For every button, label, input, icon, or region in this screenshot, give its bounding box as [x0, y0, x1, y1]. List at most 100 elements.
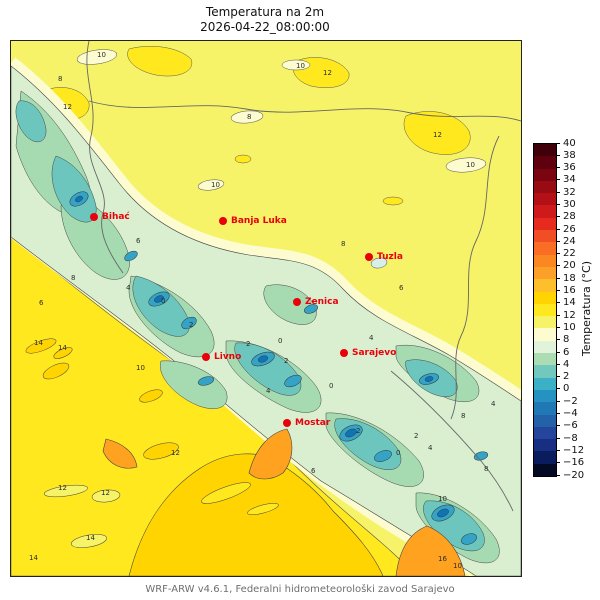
- colorbar-segment: [534, 230, 556, 243]
- contour-label: 8: [461, 412, 465, 420]
- colorbar-tick: 12: [556, 309, 576, 321]
- contour-label: 4: [126, 284, 131, 292]
- closed-contours-sw: [43, 484, 121, 548]
- colorbar-axis-label: Temperatura (°C): [579, 261, 593, 357]
- colorbar-ticks: 40 38 36 34 32 30 28 26 24 22 20 18 16 14 12 10 8 6 4 2 0 −2−…: [556, 138, 596, 481]
- colorbar-tick: 38: [556, 149, 576, 161]
- city-label: Bihać: [102, 211, 130, 222]
- contour-label: 0: [278, 337, 282, 345]
- footer-attribution: WRF-ARW v4.6.1, Federalni hidrometeorolo…: [145, 584, 455, 595]
- contour-label: 16: [438, 555, 447, 563]
- colorbar-tick: 22: [556, 248, 576, 260]
- colorbar-segment: [534, 156, 556, 169]
- colorbar-segment: [534, 328, 556, 341]
- colorbar-segment: [534, 365, 556, 378]
- figure-title: Temperatura na 2m 2026-04-22_08:00:00: [0, 5, 530, 35]
- map-plot-area: 10 8 12 10 12 8 12 10 10 6 4 8 6 8 6 4 2 0 2 10 14 14 12 12 14 14…: [10, 40, 522, 577]
- colorbar-tick: −8: [556, 432, 578, 444]
- contour-label: 6: [136, 237, 141, 245]
- colorbar-tick: −20: [556, 469, 584, 481]
- colorbar-segment: [534, 353, 556, 366]
- contour-label: 12: [433, 131, 442, 139]
- city-dot: [219, 217, 227, 225]
- colorbar-segment: [534, 180, 556, 194]
- contour-label: 12: [101, 489, 110, 497]
- city-label: Tuzla: [377, 252, 403, 262]
- temperature-contour-map: 10 8 12 10 12 8 12 10 10 6 4 8 6 8 6 4 2 0 2 10 14 14 12 12 14 14…: [11, 41, 521, 576]
- colorbar-segment: [534, 389, 556, 403]
- contour-value-labels: 10 8 12 10 12 8 12 10 10 6 4 8 6 8 6 4 2 0 2 10 14 14 12 12 14 14…: [29, 51, 496, 570]
- colorbar-tick: 8: [556, 334, 569, 346]
- colorbar-segment: [534, 402, 556, 415]
- country-borders: [86, 41, 521, 512]
- contour-label: 8: [71, 274, 75, 282]
- contour-label: 2: [356, 427, 360, 435]
- colorbar-tick: 20: [556, 260, 576, 272]
- colorbar-segment: [534, 144, 556, 157]
- colorbar-segment: [534, 266, 556, 280]
- coastal-islands: [201, 482, 279, 515]
- contour-label: 14: [34, 339, 43, 347]
- contour-label: 14: [58, 344, 67, 352]
- contour-label: 8: [484, 465, 488, 473]
- contour-label: 0: [329, 382, 333, 390]
- colorbar-segment: [534, 205, 556, 218]
- contour-label: 2: [284, 357, 288, 365]
- city-dot: [90, 213, 98, 221]
- city-label: Livno: [214, 352, 241, 362]
- contour-label: 6: [399, 284, 404, 292]
- lake-near-tuzla: [370, 257, 388, 269]
- city-label: Mostar: [295, 418, 331, 428]
- contour-label: 10: [438, 495, 447, 503]
- contour-label: 10: [466, 161, 475, 169]
- colorbar-segment: [534, 303, 556, 317]
- colorbar-tick: 2: [556, 371, 569, 383]
- city-dot: [340, 349, 348, 357]
- colorbar-segment: [534, 254, 556, 267]
- contour-label: 12: [58, 484, 67, 492]
- colorbar-tick: 10: [556, 321, 576, 333]
- colorbar: [533, 143, 557, 477]
- colorbar-tick: −16: [556, 457, 584, 469]
- contour-label: 10: [296, 62, 305, 70]
- title-line1: Temperatura na 2m: [205, 5, 325, 19]
- colorbar-segment: [534, 340, 556, 354]
- colorbar-segment: [534, 426, 556, 440]
- contour-label: 14: [86, 534, 95, 542]
- contour-label: 14: [29, 554, 38, 562]
- colorbar-tick: 34: [556, 174, 576, 186]
- colorbar-segment: [534, 242, 556, 255]
- colorbar-segment: [534, 168, 556, 181]
- city-label: Sarajevo: [352, 348, 396, 358]
- contour-label: 4: [491, 400, 496, 408]
- colorbar-segment: [534, 316, 556, 329]
- dark-blue-cold-cores: [75, 195, 449, 518]
- colorbar-tick: 16: [556, 285, 576, 297]
- gold-pockets: [25, 338, 179, 460]
- colorbar-tick: 4: [556, 358, 569, 370]
- contour-label: 6: [39, 299, 44, 307]
- colorbar-segment: [534, 377, 556, 390]
- contour-label: 4: [369, 334, 374, 342]
- colorbar-tick: −2: [556, 395, 578, 407]
- city-dot: [365, 253, 373, 261]
- contour-label: 12: [171, 449, 180, 457]
- city-label: Zenica: [305, 297, 339, 307]
- colorbar-segment: [534, 451, 556, 464]
- contour-label: 6: [311, 467, 316, 475]
- city-markers: Bihać Banja Luka Tuzla Zenica Livno Sarajevo M…: [90, 211, 403, 428]
- city-label: Banja Luka: [231, 216, 287, 226]
- colorbar-tick: 36: [556, 162, 576, 174]
- contour-label: 12: [323, 69, 332, 77]
- contour-label: 10: [97, 51, 106, 59]
- colorbar-tick: −12: [556, 444, 584, 456]
- cream-transition-band-ne: [11, 57, 521, 404]
- contour-label: 8: [341, 240, 345, 248]
- contour-label: 8: [247, 113, 251, 121]
- colorbar-tick: 26: [556, 223, 576, 235]
- contour-label: 2: [246, 340, 250, 348]
- orange-warm-patches: [102, 428, 466, 576]
- city-dot: [293, 298, 301, 306]
- contour-label: 4: [266, 387, 271, 395]
- colorbar-tick: 24: [556, 235, 576, 247]
